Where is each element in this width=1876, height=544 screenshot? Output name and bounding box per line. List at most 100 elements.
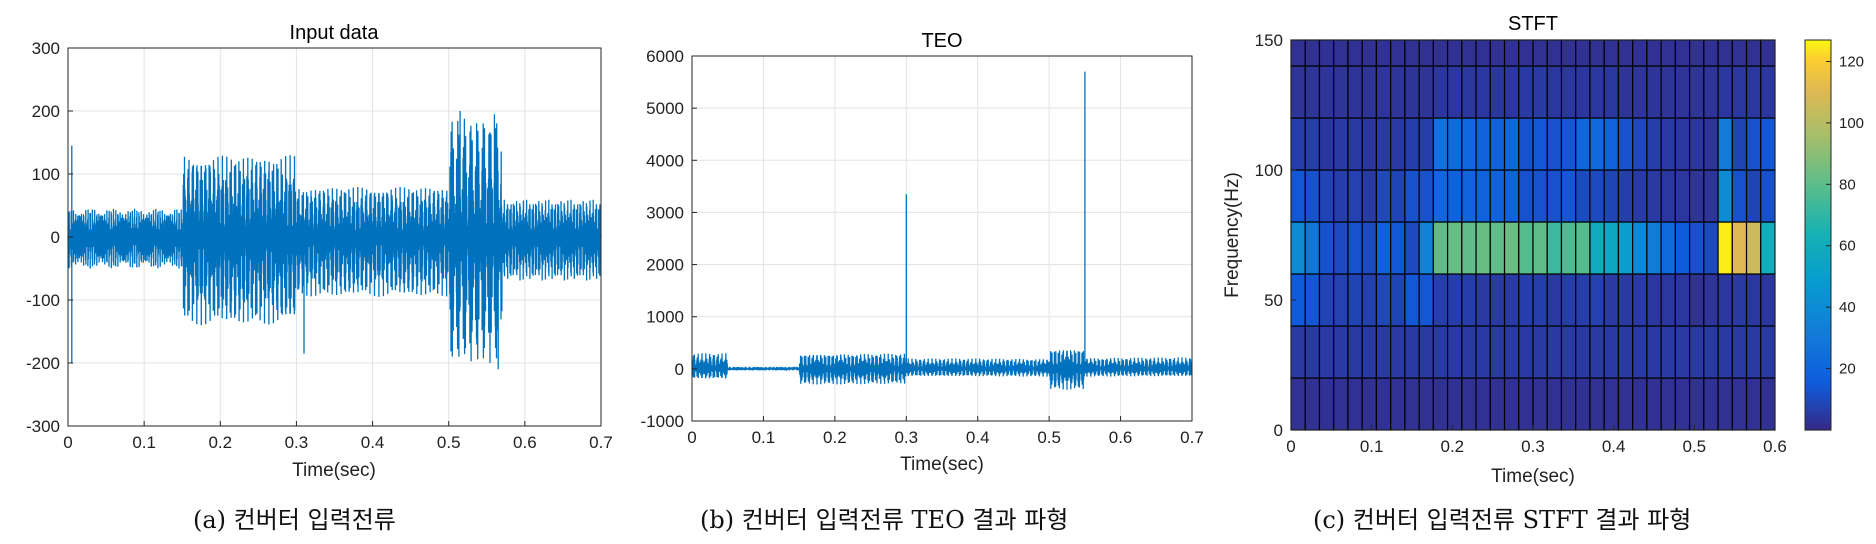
stft-cell bbox=[1575, 39, 1591, 67]
stft-cell bbox=[1404, 169, 1420, 223]
stft-cell bbox=[1731, 325, 1748, 379]
stft-cell bbox=[1390, 117, 1406, 171]
y-tick-label: 2000 bbox=[646, 256, 684, 275]
stft-cell bbox=[1575, 221, 1591, 275]
colorbar-segment bbox=[1805, 339, 1831, 343]
stft-cell bbox=[1404, 325, 1420, 379]
stft-cell bbox=[1503, 65, 1520, 119]
y-tick-label: 100 bbox=[32, 165, 60, 184]
y-tick-label: 100 bbox=[1255, 161, 1283, 180]
stft-cell bbox=[1333, 377, 1349, 431]
stft-cell bbox=[1717, 39, 1733, 67]
colorbar-segment bbox=[1805, 293, 1831, 298]
stft-cell bbox=[1347, 39, 1363, 67]
colorbar-segment bbox=[1805, 371, 1831, 376]
stft-cell bbox=[1688, 377, 1705, 431]
colorbar-segment bbox=[1805, 40, 1831, 44]
stft-cell bbox=[1290, 377, 1306, 431]
colorbar-segment bbox=[1805, 85, 1831, 90]
colorbar-box bbox=[1804, 39, 1832, 431]
colorbar-segment bbox=[1805, 410, 1831, 415]
x-tick-label: 0 bbox=[63, 433, 72, 452]
axes-box bbox=[691, 55, 1193, 422]
stft-cell bbox=[1432, 325, 1449, 379]
stft-cell bbox=[1703, 65, 1719, 119]
stft-cell bbox=[1603, 39, 1620, 67]
stft-cell bbox=[1318, 221, 1335, 275]
stft-cell bbox=[1532, 377, 1548, 431]
stft-cell bbox=[1546, 377, 1563, 431]
stft-cell bbox=[1475, 117, 1491, 171]
stft-cell bbox=[1717, 325, 1733, 379]
colorbar-segment bbox=[1805, 66, 1831, 70]
stft-cell bbox=[1560, 221, 1577, 275]
stft-cell bbox=[1546, 117, 1563, 171]
stft-cell bbox=[1760, 65, 1776, 119]
stft-cell bbox=[1646, 221, 1662, 275]
stft-cell bbox=[1731, 221, 1748, 275]
stft-cell bbox=[1660, 221, 1676, 275]
colorbar-segment bbox=[1805, 277, 1831, 282]
colorbar-segment bbox=[1805, 387, 1831, 392]
stft-cell bbox=[1304, 65, 1321, 119]
stft-cell bbox=[1290, 39, 1306, 67]
colorbar-segment bbox=[1805, 283, 1831, 288]
stft-cell bbox=[1560, 117, 1577, 171]
stft-cell bbox=[1603, 325, 1620, 379]
stft-cell bbox=[1390, 39, 1406, 67]
stft-cell bbox=[1347, 325, 1363, 379]
stft-cell bbox=[1461, 221, 1477, 275]
colorbar-segment bbox=[1805, 202, 1831, 207]
stft-cell bbox=[1318, 325, 1335, 379]
stft-cell bbox=[1333, 325, 1349, 379]
colorbar-segment bbox=[1805, 280, 1831, 285]
stft-cell bbox=[1717, 117, 1733, 171]
colorbar-segment bbox=[1805, 257, 1831, 262]
stft-cell bbox=[1575, 273, 1591, 327]
stft-cell bbox=[1461, 39, 1477, 67]
colorbar-segment bbox=[1805, 264, 1831, 269]
stft-cell bbox=[1731, 117, 1748, 171]
colorbar-segment bbox=[1805, 127, 1831, 132]
stft-cell bbox=[1717, 169, 1733, 223]
stft-cell bbox=[1560, 377, 1577, 431]
stft-cell bbox=[1603, 377, 1620, 431]
colorbar-segment bbox=[1805, 147, 1831, 152]
stft-cell bbox=[1731, 273, 1748, 327]
stft-cell bbox=[1617, 377, 1634, 431]
stft-cell bbox=[1489, 169, 1506, 223]
stft-cell bbox=[1432, 273, 1449, 327]
colorbar-tick-label: 40 bbox=[1839, 299, 1856, 316]
colorbar-segment bbox=[1805, 352, 1831, 356]
x-tick-label: 0.5 bbox=[437, 433, 461, 452]
stft-cell bbox=[1432, 65, 1449, 119]
caption-b: (b) 컨버터 입력전류 TEO 결과 파형 bbox=[700, 506, 1069, 534]
stft-cell bbox=[1603, 117, 1620, 171]
colorbar-segment bbox=[1805, 420, 1831, 425]
colorbar-segment bbox=[1805, 199, 1831, 204]
stft-cell bbox=[1361, 377, 1378, 431]
stft-cell bbox=[1745, 273, 1762, 327]
colorbar-segment bbox=[1805, 98, 1831, 103]
colorbar-segment bbox=[1805, 170, 1831, 174]
stft-cell bbox=[1703, 169, 1719, 223]
colorbar-segment bbox=[1805, 355, 1831, 360]
stft-cell bbox=[1418, 325, 1434, 379]
y-tick-label: 150 bbox=[1255, 31, 1283, 50]
stft-cell bbox=[1660, 273, 1676, 327]
stft-cell bbox=[1404, 221, 1420, 275]
stft-cell bbox=[1347, 273, 1363, 327]
stft-cell bbox=[1646, 39, 1662, 67]
y-tick-labels: -300 -200 -100 0 100 200 300 bbox=[26, 39, 73, 436]
stft-cell bbox=[1617, 39, 1634, 67]
stft-cell bbox=[1503, 39, 1520, 67]
y-tick-label: -300 bbox=[26, 417, 60, 436]
stft-cell bbox=[1546, 221, 1563, 275]
stft-cell bbox=[1589, 273, 1605, 327]
colorbar-segment bbox=[1805, 118, 1831, 122]
stft-cell bbox=[1674, 377, 1691, 431]
stft-cell bbox=[1318, 39, 1335, 67]
colorbar-segment bbox=[1805, 92, 1831, 96]
stft-cell bbox=[1660, 169, 1676, 223]
stft-cell bbox=[1361, 325, 1378, 379]
